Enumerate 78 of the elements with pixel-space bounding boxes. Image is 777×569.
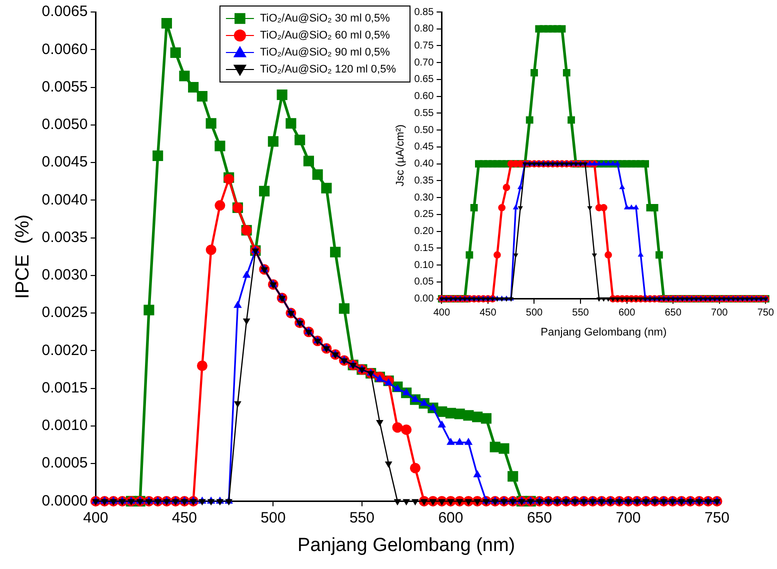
point — [480, 413, 492, 424]
x-tick-label: 450 — [172, 509, 197, 526]
x-tick-label: 450 — [480, 308, 497, 319]
y-tick-label: 0.0050 — [42, 116, 88, 134]
y-tick-label: 0.55 — [414, 108, 434, 119]
x-tick-label: 550 — [349, 509, 374, 526]
x-tick-label: 650 — [526, 509, 552, 526]
y-tick-label: 0.60 — [414, 91, 434, 102]
x-tick-label: 750 — [704, 509, 730, 526]
y-axis-title: Jsc (µA/cm²) — [394, 124, 407, 186]
y-tick-label: 0.0015 — [42, 379, 88, 396]
y-tick-label: 0.0030 — [42, 266, 88, 284]
x-tick-label: 750 — [757, 308, 774, 319]
x-tick-label: 500 — [526, 308, 544, 319]
y-tick-label: 0.0020 — [42, 342, 88, 359]
y-tick-label: 0.45 — [414, 142, 434, 153]
point — [268, 136, 278, 147]
legend-label: TiO₂/Au@SiO₂ 30 ml 0,5% — [260, 12, 390, 25]
point — [338, 303, 350, 314]
point — [170, 47, 181, 58]
point — [286, 118, 296, 129]
x-tick-label: 650 — [664, 308, 682, 319]
y-tick-label: 0.05 — [414, 276, 434, 288]
x-tick-label: 400 — [433, 308, 450, 319]
point — [152, 150, 164, 162]
y-tick-label: 0.40 — [414, 158, 434, 170]
point — [144, 304, 154, 316]
point — [179, 70, 190, 82]
y-tick-label: 0.65 — [414, 74, 434, 86]
x-tick-label: 600 — [438, 509, 464, 526]
point — [498, 443, 510, 454]
legend-label: TiO₂/Au@SiO₂ 120 ml 0,5% — [260, 64, 396, 76]
y-tick-label: 0.00 — [414, 294, 434, 305]
x-tick-label: 550 — [572, 308, 590, 319]
point — [161, 18, 172, 29]
point — [312, 169, 323, 180]
x-tick-label: 500 — [260, 509, 286, 526]
x-axis-title: Panjang Gelombang (nm) — [298, 534, 516, 556]
y-tick-label: 0.0010 — [42, 417, 88, 434]
x-tick-label: 600 — [618, 308, 636, 319]
point — [196, 91, 208, 102]
point — [303, 156, 314, 166]
y-tick-label: 0.0060 — [42, 40, 88, 58]
y-tick-label: 0.15 — [414, 242, 434, 254]
point — [276, 90, 288, 100]
y-tick-label: 0.0055 — [42, 78, 88, 96]
y-tick-label: 0.25 — [414, 209, 434, 220]
y-tick-label: 0.0025 — [42, 304, 88, 322]
point — [330, 246, 341, 258]
y-tick-label: 0.75 — [414, 40, 434, 52]
point — [188, 82, 199, 93]
y-tick-label: 0.80 — [414, 24, 434, 35]
y-tick-label: 0.0005 — [42, 454, 88, 472]
y-tick-label: 0.0035 — [42, 228, 88, 246]
x-tick-label: 700 — [616, 509, 641, 526]
legend-label: TiO₂/Au@SiO₂ 90 ml 0,5% — [260, 46, 390, 59]
y-tick-label: 0.20 — [414, 226, 434, 238]
point — [259, 186, 270, 196]
x-tick-label: 400 — [83, 509, 108, 526]
y-tick-label: 0.70 — [414, 57, 434, 68]
y-tick-label: 0.35 — [414, 175, 434, 186]
point — [214, 140, 226, 152]
y-tick-label: 0.10 — [414, 260, 434, 271]
x-tick-label: 700 — [711, 308, 728, 319]
y-tick-label: 0.85 — [414, 6, 434, 18]
y-tick-label: 0.0000 — [42, 492, 88, 510]
x-axis-title: Panjang Gelombang (nm) — [540, 326, 667, 338]
y-tick-label: 0.30 — [414, 192, 434, 204]
point — [294, 134, 306, 146]
legend-label: TiO₂/Au@SiO₂ 60 ml 0,5% — [260, 30, 390, 42]
point — [321, 182, 332, 194]
y-tick-label: 0.0045 — [42, 154, 88, 171]
y-tick-label: 0.0065 — [42, 3, 88, 20]
y-axis-title: IPCE (%) — [12, 214, 34, 299]
point — [206, 118, 216, 129]
y-tick-label: 0.50 — [414, 124, 434, 136]
y-tick-label: 0.0040 — [42, 191, 88, 208]
point — [508, 471, 518, 482]
